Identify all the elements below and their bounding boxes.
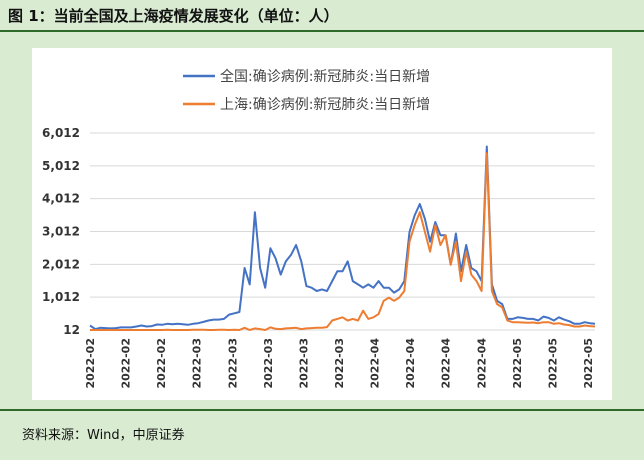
x-tick-label: 2022-03 xyxy=(297,338,310,389)
source-note: 资料来源：Wind，中原证券 xyxy=(22,428,185,443)
y-tick-label: 5,012 xyxy=(42,159,80,173)
x-tick-label: 2022-05 xyxy=(511,338,524,389)
x-tick-label: 2022-03 xyxy=(191,338,204,389)
x-tick-label: 2022-05 xyxy=(546,338,559,389)
top-rule xyxy=(0,30,644,32)
x-tick-label: 2022-02 xyxy=(84,338,97,389)
series-line-shanghai xyxy=(90,152,596,331)
x-tick-label: 2022-03 xyxy=(333,338,346,389)
y-tick-label: 3,012 xyxy=(42,225,80,239)
x-tick-label: 2022-03 xyxy=(262,338,275,389)
figure-title: 图 1：当前全国及上海疫情发展变化（单位：人） xyxy=(8,7,339,25)
bottom-rule xyxy=(0,409,644,411)
chart-area: 6,012 5,012 4,012 3,012 2,012 1,012 12 2022-02 2… xyxy=(32,48,612,400)
y-tick-label: 2,012 xyxy=(42,257,80,271)
y-tick-label: 6,012 xyxy=(42,126,80,140)
x-tick-label: 2022-02 xyxy=(120,338,133,389)
x-tick-label: 2022-05 xyxy=(582,338,595,389)
y-tick-label: 12 xyxy=(63,323,80,337)
x-tick-label: 2022-04 xyxy=(440,338,453,389)
y-tick-label: 1,012 xyxy=(42,290,80,304)
x-tick-label: 2022-03 xyxy=(226,338,239,389)
legend-label-national: 全国:确诊病例:新冠肺炎:当日新增 xyxy=(220,68,430,85)
legend-label-shanghai: 上海:确诊病例:新冠肺炎:当日新增 xyxy=(220,97,430,113)
series-line-national xyxy=(89,145,596,331)
x-tick-label: 2022-04 xyxy=(475,338,488,389)
x-tick-label: 2022-04 xyxy=(369,338,382,389)
x-tick-label: 2022-04 xyxy=(404,338,417,389)
y-tick-label: 4,012 xyxy=(42,192,80,206)
line-chart: 6,012 5,012 4,012 3,012 2,012 1,012 12 2022-02 2… xyxy=(42,68,596,389)
x-tick-label: 2022-02 xyxy=(155,338,168,389)
